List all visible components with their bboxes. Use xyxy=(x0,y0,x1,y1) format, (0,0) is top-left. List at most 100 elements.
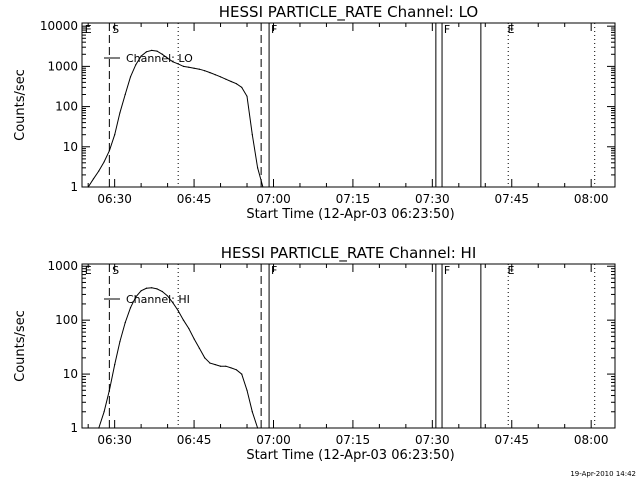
x-tick-label: 07:45 xyxy=(494,192,529,206)
data-point xyxy=(135,64,137,66)
data-point xyxy=(140,55,142,57)
data-point xyxy=(219,76,222,78)
x-tick-label: 07:30 xyxy=(415,192,450,206)
data-point xyxy=(161,53,163,55)
data-point xyxy=(246,95,248,97)
series-line xyxy=(87,49,264,188)
data-point xyxy=(193,67,195,69)
data-point xyxy=(198,347,200,349)
y-tick-label: 10 xyxy=(63,140,78,154)
data-point xyxy=(204,70,206,72)
data-point xyxy=(257,427,259,429)
x-tick-label: 07:00 xyxy=(256,192,291,206)
legend-label: Channel: LO xyxy=(126,52,193,65)
legend-label: Channel: HI xyxy=(126,293,190,306)
data-point xyxy=(156,50,158,52)
x-tick-label: 08:00 xyxy=(574,433,609,447)
flag-label: E xyxy=(507,264,514,277)
data-point xyxy=(214,74,216,76)
data-point xyxy=(241,86,243,89)
y-tick-label: 1 xyxy=(70,180,78,194)
data-point xyxy=(235,369,238,371)
x-tick-label: 07:15 xyxy=(336,192,371,206)
data-point xyxy=(156,288,158,290)
data-point xyxy=(98,427,100,429)
data-point xyxy=(166,295,169,297)
panel-hi: HESSI PARTICLE_RATE Channel: HI Counts/se… xyxy=(13,244,616,463)
data-point xyxy=(209,72,211,74)
data-point xyxy=(87,186,89,188)
data-point xyxy=(182,319,185,321)
x-tick-label: 07:30 xyxy=(415,433,450,447)
data-point xyxy=(177,310,179,312)
data-point xyxy=(114,363,116,366)
data-point xyxy=(129,307,132,309)
x-tick-label: 07:45 xyxy=(494,433,529,447)
data-point xyxy=(172,61,174,63)
data-point xyxy=(108,150,110,152)
data-point xyxy=(166,57,169,59)
data-point xyxy=(219,365,222,367)
x-tick-label: 06:45 xyxy=(177,433,212,447)
data-point xyxy=(98,170,100,172)
flag-label: S xyxy=(112,264,119,277)
data-point xyxy=(124,322,126,324)
data-point xyxy=(145,51,148,53)
flag-label: E xyxy=(85,23,92,36)
data-point xyxy=(251,134,253,136)
data-point xyxy=(246,389,248,391)
x-axis-label: Start Time (12-Apr-03 06:23:50) xyxy=(246,448,454,463)
plot-frame xyxy=(81,263,616,429)
y-tick-label: 100 xyxy=(55,313,78,327)
chart-title: HESSI PARTICLE_RATE Channel: LO xyxy=(219,3,478,22)
data-point xyxy=(129,76,132,78)
flag-label: S xyxy=(112,23,119,36)
flag-label: F xyxy=(444,264,450,277)
flag-label: E xyxy=(85,264,92,277)
data-point xyxy=(198,68,200,70)
data-point xyxy=(140,290,142,292)
x-tick-label: 06:45 xyxy=(177,192,212,206)
data-point xyxy=(182,65,185,67)
data-point xyxy=(262,186,264,188)
flag-label: F xyxy=(271,264,277,277)
x-tick-label: 07:00 xyxy=(256,433,291,447)
data-point xyxy=(251,411,253,413)
data-point xyxy=(92,178,95,180)
x-tick-label: 07:15 xyxy=(336,433,371,447)
data-point xyxy=(151,287,153,289)
data-point xyxy=(103,411,105,413)
data-point xyxy=(124,93,126,96)
data-point xyxy=(161,290,163,293)
data-point xyxy=(188,327,190,330)
data-point xyxy=(214,363,216,366)
data-point xyxy=(172,302,174,304)
y-axis-label: Counts/sec xyxy=(13,310,28,382)
y-axis-label: Counts/sec xyxy=(13,69,28,141)
plot-frame xyxy=(81,22,616,188)
data-point xyxy=(103,161,105,163)
data-point xyxy=(151,49,153,51)
data-point xyxy=(209,362,211,364)
data-point xyxy=(119,341,121,343)
data-point xyxy=(193,338,195,340)
data-point xyxy=(230,367,232,369)
timestamp-stamp: 19-Apr-2010 14:42 xyxy=(570,470,636,478)
panel-lo: HESSI PARTICLE_RATE Channel: LO Counts/se… xyxy=(13,3,616,222)
data-point xyxy=(145,287,148,289)
chart-title: HESSI PARTICLE_RATE Channel: HI xyxy=(221,244,477,263)
data-point xyxy=(257,167,259,169)
y-tick-label: 10 xyxy=(63,367,78,381)
flag-label: F xyxy=(271,23,277,36)
flag-label: E xyxy=(507,23,514,36)
data-point xyxy=(225,78,227,80)
data-point xyxy=(230,80,232,83)
data-point xyxy=(225,365,227,367)
data-point xyxy=(241,373,243,375)
flag-label: F xyxy=(444,23,450,36)
data-point xyxy=(108,389,110,391)
data-point xyxy=(204,357,206,359)
y-tick-label: 1 xyxy=(70,421,78,435)
x-axis-label: Start Time (12-Apr-03 06:23:50) xyxy=(246,207,454,222)
